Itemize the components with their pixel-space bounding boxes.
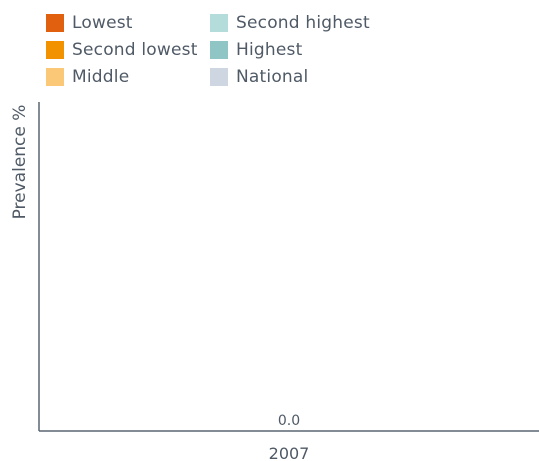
- legend-swatch-second-highest: [210, 14, 228, 32]
- legend-swatch-middle: [46, 68, 64, 86]
- legend-swatch-lowest: [46, 14, 64, 32]
- legend-item-highest: Highest: [210, 39, 302, 61]
- legend-swatch-highest: [210, 41, 228, 59]
- legend-item-national: National: [210, 66, 308, 88]
- legend-swatch-national: [210, 68, 228, 86]
- legend-item-lowest: Lowest: [46, 12, 133, 34]
- legend-item-middle: Middle: [46, 66, 129, 88]
- legend-item-second-highest: Second highest: [210, 12, 370, 34]
- legend-label-middle: Middle: [72, 67, 130, 87]
- legend-label-second-highest: Second highest: [236, 13, 370, 33]
- y-axis-label: Prevalence %: [10, 104, 30, 220]
- data-label: 0.0: [278, 413, 300, 429]
- legend-swatch-second-lowest: [46, 41, 64, 59]
- legend-label-highest: Highest: [236, 40, 303, 60]
- legend-label-lowest: Lowest: [72, 13, 133, 33]
- legend-label-national: National: [236, 67, 309, 87]
- legend-item-second-lowest: Second lowest: [46, 39, 198, 61]
- legend: Lowest Second lowest Middle Second highe…: [46, 12, 406, 92]
- x-tick-label: 2007: [269, 444, 310, 461]
- legend-label-second-lowest: Second lowest: [72, 40, 198, 60]
